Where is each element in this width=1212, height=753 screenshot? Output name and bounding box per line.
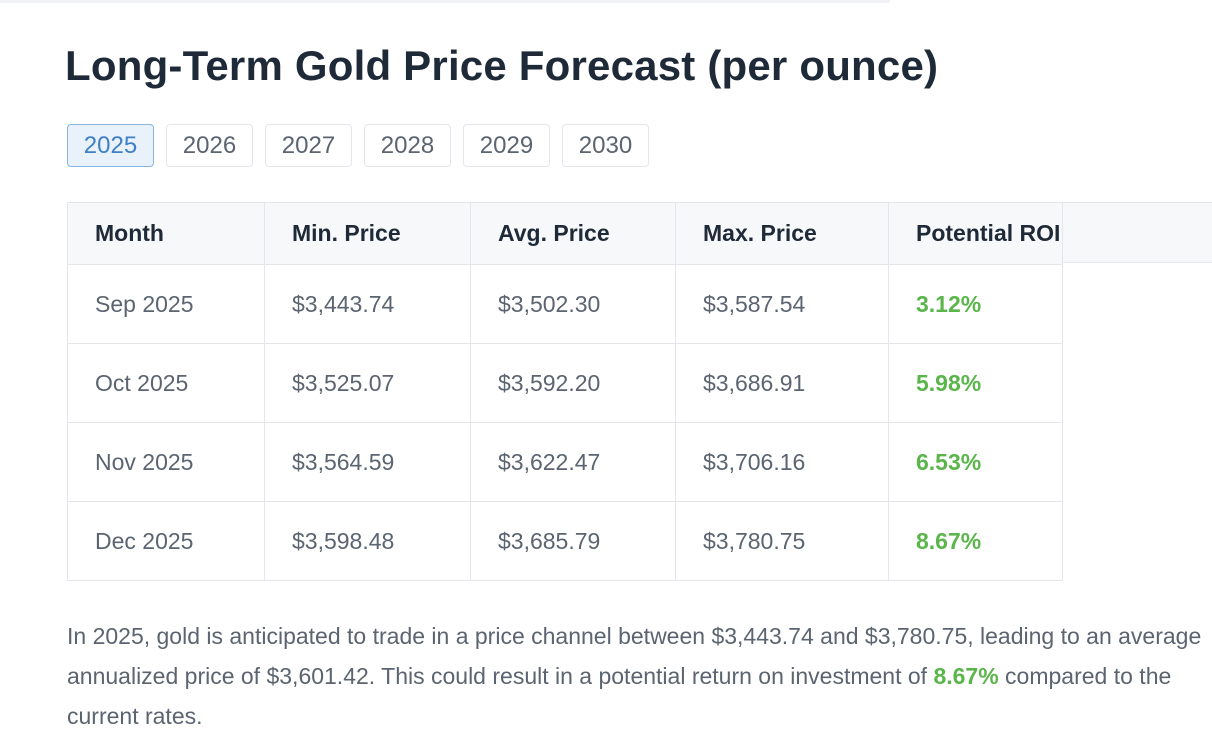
cell-min-price: $3,564.59 — [264, 422, 471, 502]
cell-avg-price: $3,622.47 — [470, 422, 676, 502]
cell-month: Sep 2025 — [67, 264, 265, 344]
page-title: Long-Term Gold Price Forecast (per ounce… — [65, 42, 939, 89]
cell-avg-price: $3,592.20 — [470, 343, 676, 423]
tab-2027[interactable]: 2027 — [265, 124, 352, 167]
forecast-summary: In 2025, gold is anticipated to trade in… — [67, 616, 1207, 736]
cell-month: Nov 2025 — [67, 422, 265, 502]
summary-text: In 2025, gold is anticipated to trade in… — [67, 623, 1202, 689]
table-row: Oct 2025 $3,525.07 $3,592.20 $3,686.91 5… — [67, 343, 1063, 423]
cell-min-price: $3,598.48 — [264, 501, 471, 581]
header-max-price: Max. Price — [675, 202, 889, 265]
cell-min-price: $3,443.74 — [264, 264, 471, 344]
table-row: Sep 2025 $3,443.74 $3,502.30 $3,587.54 3… — [67, 264, 1063, 344]
table-header-row: Month Min. Price Avg. Price Max. Price P… — [67, 202, 1063, 265]
forecast-table-wrapper: Month Min. Price Avg. Price Max. Price P… — [67, 202, 1063, 581]
table-header-extension — [1062, 202, 1212, 263]
table-row: Dec 2025 $3,598.48 $3,685.79 $3,780.75 8… — [67, 501, 1063, 581]
cell-roi: 8.67% — [888, 501, 1063, 581]
header-avg-price: Avg. Price — [470, 202, 676, 265]
cell-avg-price: $3,685.79 — [470, 501, 676, 581]
table-row: Nov 2025 $3,564.59 $3,622.47 $3,706.16 6… — [67, 422, 1063, 502]
year-tabs: 2025 2026 2027 2028 2029 2030 — [67, 124, 649, 167]
summary-roi: 8.67% — [933, 663, 999, 689]
tab-2029[interactable]: 2029 — [463, 124, 550, 167]
header-min-price: Min. Price — [264, 202, 471, 265]
top-divider — [0, 0, 890, 3]
cell-roi: 6.53% — [888, 422, 1063, 502]
cell-roi: 3.12% — [888, 264, 1063, 344]
summary-text-end: compared to the current rates. — [67, 663, 1172, 729]
cell-max-price: $3,686.91 — [675, 343, 889, 423]
cell-min-price: $3,525.07 — [264, 343, 471, 423]
tab-2030[interactable]: 2030 — [562, 124, 649, 167]
tab-2025[interactable]: 2025 — [67, 124, 154, 167]
header-month: Month — [67, 202, 265, 265]
cell-avg-price: $3,502.30 — [470, 264, 676, 344]
cell-month: Oct 2025 — [67, 343, 265, 423]
cell-month: Dec 2025 — [67, 501, 265, 581]
cell-max-price: $3,780.75 — [675, 501, 889, 581]
header-potential-roi: Potential ROI — [888, 202, 1063, 265]
tab-2028[interactable]: 2028 — [364, 124, 451, 167]
cell-roi: 5.98% — [888, 343, 1063, 423]
cell-max-price: $3,587.54 — [675, 264, 889, 344]
forecast-table: Month Min. Price Avg. Price Max. Price P… — [67, 202, 1063, 581]
cell-max-price: $3,706.16 — [675, 422, 889, 502]
tab-2026[interactable]: 2026 — [166, 124, 253, 167]
